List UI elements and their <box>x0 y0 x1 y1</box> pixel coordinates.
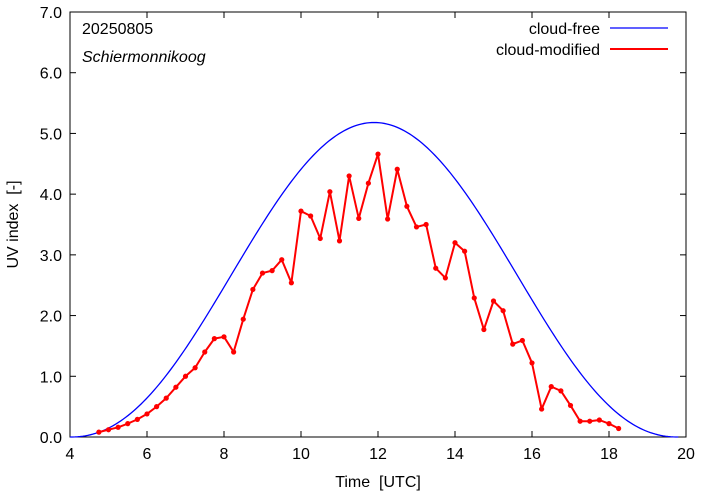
data-point-cloud-modified <box>442 275 448 281</box>
data-point-cloud-modified <box>279 257 285 263</box>
data-point-cloud-modified <box>404 203 410 209</box>
data-point-cloud-modified <box>125 421 131 427</box>
data-point-cloud-modified <box>452 240 458 246</box>
y-tick-label: 6.0 <box>40 66 62 83</box>
data-point-cloud-modified <box>134 416 140 422</box>
data-point-cloud-modified <box>221 334 227 340</box>
data-point-cloud-modified <box>510 341 516 347</box>
y-tick-label: 4.0 <box>40 187 62 204</box>
data-point-cloud-modified <box>394 166 400 172</box>
data-point-cloud-modified <box>548 384 554 390</box>
data-point-cloud-modified <box>558 388 564 394</box>
data-point-cloud-modified <box>577 418 583 424</box>
legend: cloud-free cloud-modified <box>496 21 668 59</box>
y-tick-label: 7.0 <box>40 5 62 22</box>
data-point-cloud-modified <box>346 173 352 179</box>
data-point-cloud-modified <box>356 215 362 222</box>
data-point-cloud-modified <box>182 373 189 379</box>
y-tick-label: 5.0 <box>40 126 62 143</box>
data-point-cloud-modified <box>596 417 602 423</box>
x-tick-label: 14 <box>446 446 464 463</box>
y-tick-label: 3.0 <box>40 248 62 265</box>
x-tick-label: 18 <box>600 446 618 463</box>
data-point-cloud-modified <box>365 180 371 186</box>
annotation-date: 20250805 <box>82 21 153 38</box>
data-point-cloud-modified <box>519 337 525 344</box>
data-point-cloud-modified <box>144 411 150 417</box>
data-point-cloud-modified <box>173 384 179 390</box>
x-tick-label: 16 <box>523 446 541 463</box>
data-point-cloud-modified <box>385 216 391 222</box>
data-point-cloud-modified <box>288 280 294 286</box>
data-point-cloud-modified <box>240 316 246 322</box>
data-point-cloud-modified <box>606 421 612 427</box>
legend-label-cloud-free: cloud-free <box>529 21 600 38</box>
data-point-cloud-modified <box>192 365 198 371</box>
x-tick-label: 20 <box>677 446 695 463</box>
series-line-cloud-free <box>69 121 679 438</box>
data-point-cloud-modified <box>317 235 323 242</box>
annotation-location: Schiermonnikoog <box>82 49 206 66</box>
data-point-cloud-modified <box>115 424 121 430</box>
data-point-cloud-modified <box>211 336 217 342</box>
data-point-cloud-modified <box>250 286 256 293</box>
x-tick-label: 8 <box>220 446 229 463</box>
data-point-cloud-modified <box>231 349 237 355</box>
y-axis-title: UV index [-] <box>5 180 22 268</box>
data-point-cloud-modified <box>298 208 304 214</box>
data-point-cloud-modified <box>413 224 420 230</box>
y-tick-label: 2.0 <box>40 309 62 326</box>
data-point-cloud-modified <box>154 404 160 410</box>
data-point-cloud-modified <box>327 189 333 195</box>
x-axis-title: Time [UTC] <box>335 474 421 491</box>
data-point-cloud-modified <box>423 221 429 228</box>
x-tick-label: 12 <box>369 446 387 463</box>
data-point-cloud-modified <box>481 326 487 333</box>
data-point-cloud-modified <box>500 308 506 314</box>
data-point-cloud-modified <box>336 238 343 244</box>
data-point-cloud-modified <box>529 360 535 366</box>
data-point-cloud-modified <box>259 270 266 276</box>
x-tick-label: 10 <box>292 446 310 463</box>
data-point-cloud-modified <box>471 295 477 301</box>
y-tick-label: 1.0 <box>40 369 62 386</box>
data-point-cloud-modified <box>308 213 314 219</box>
data-point-cloud-modified <box>375 151 381 157</box>
data-point-cloud-modified <box>567 402 574 409</box>
data-point-cloud-modified <box>105 427 112 433</box>
data-point-cloud-modified <box>96 429 102 435</box>
x-tick-label: 6 <box>143 446 152 463</box>
series-layer <box>69 121 679 438</box>
data-point-cloud-modified <box>163 395 169 401</box>
data-point-cloud-modified <box>269 268 275 274</box>
y-tick-label: 0.0 <box>40 430 62 447</box>
data-point-cloud-modified <box>490 298 497 304</box>
x-tick-label: 4 <box>66 446 75 463</box>
data-point-cloud-modified <box>587 418 593 424</box>
legend-label-cloud-modified: cloud-modified <box>496 42 600 59</box>
data-point-cloud-modified <box>539 406 545 412</box>
axes: 4 6 8 10 12 14 16 18 20 0.0 1.0 2.0 3.0 4.0 5.0 6.0 7.0 <box>40 5 695 463</box>
data-point-cloud-modified <box>433 265 439 271</box>
data-point-cloud-modified <box>202 349 208 355</box>
data-point-cloud-modified <box>616 425 622 432</box>
data-point-cloud-modified <box>462 248 468 254</box>
